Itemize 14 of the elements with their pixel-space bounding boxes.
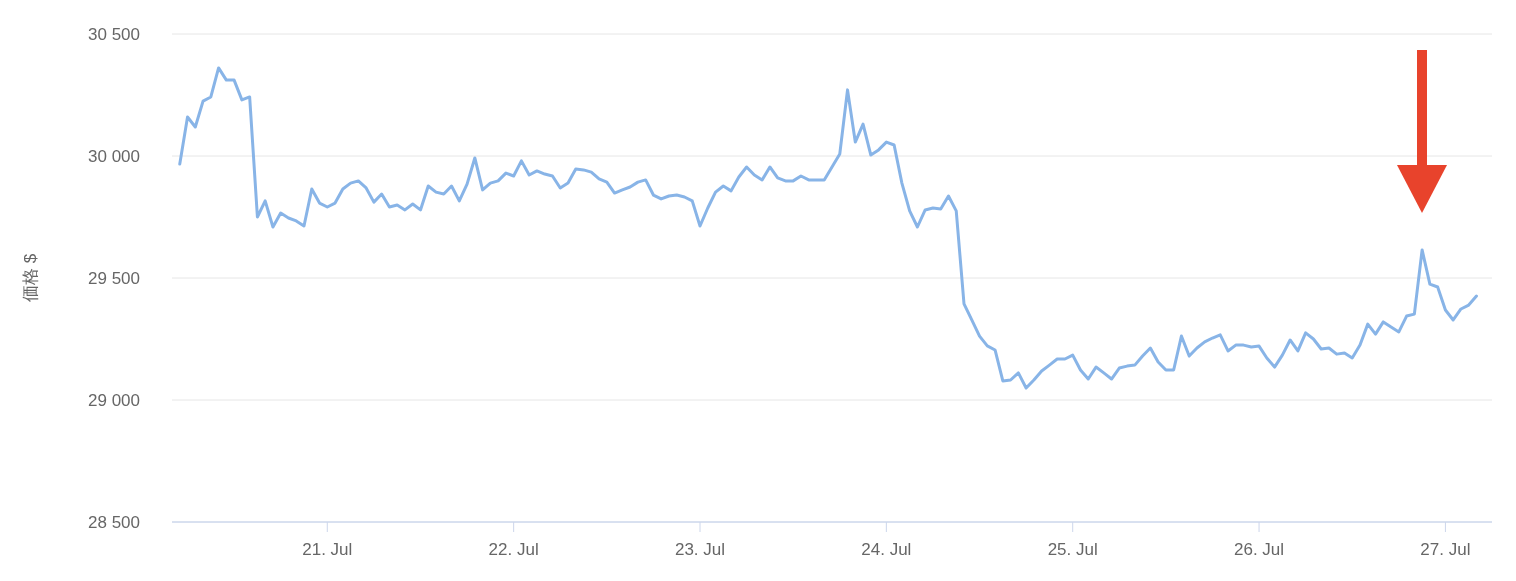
x-tick-label: 21. Jul [302, 540, 353, 559]
y-tick-label: 30 000 [88, 147, 140, 166]
x-tick-label: 24. Jul [861, 540, 912, 559]
x-tick-label: 23. Jul [674, 540, 726, 559]
x-tick-label: 26. Jul [1234, 540, 1285, 559]
line-series [178, 66, 1478, 390]
x-tick-label: 27. Jul [1420, 540, 1471, 559]
x-tick-label: 22. Jul [488, 540, 539, 559]
y-tick-label: 29 000 [88, 391, 140, 410]
y-tick-label: 30 500 [88, 25, 140, 44]
y-axis-title: 価格 $ [21, 253, 40, 303]
y-tick-label: 29 500 [88, 269, 140, 288]
y-tick-label: 28 500 [88, 513, 140, 532]
x-tick-label: 25. Jul [1047, 540, 1098, 559]
